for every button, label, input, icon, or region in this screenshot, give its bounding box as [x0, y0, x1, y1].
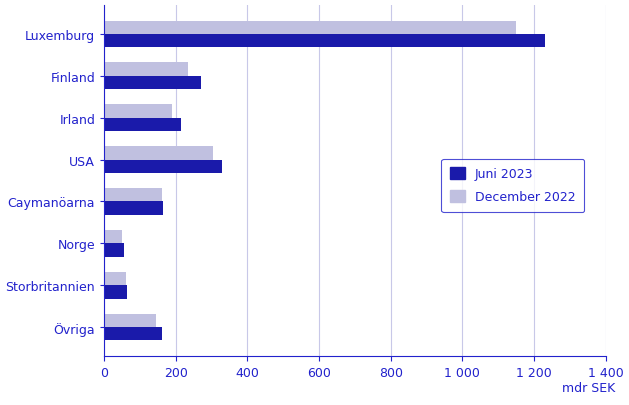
Bar	[104, 77, 201, 90]
Bar	[104, 147, 213, 160]
Bar	[104, 244, 124, 257]
Bar	[104, 286, 128, 299]
Bar	[104, 272, 126, 286]
Bar	[104, 202, 164, 215]
X-axis label: mdr SEK: mdr SEK	[562, 381, 616, 394]
Bar	[104, 189, 162, 202]
Bar	[104, 118, 181, 132]
Legend: Juni 2023, December 2022: Juni 2023, December 2022	[441, 159, 584, 213]
Bar	[104, 160, 223, 173]
Bar	[104, 21, 516, 35]
Bar	[104, 327, 162, 341]
Bar	[104, 105, 172, 118]
Bar	[104, 314, 156, 327]
Bar	[104, 63, 188, 77]
Bar	[104, 35, 545, 48]
Bar	[104, 230, 122, 244]
